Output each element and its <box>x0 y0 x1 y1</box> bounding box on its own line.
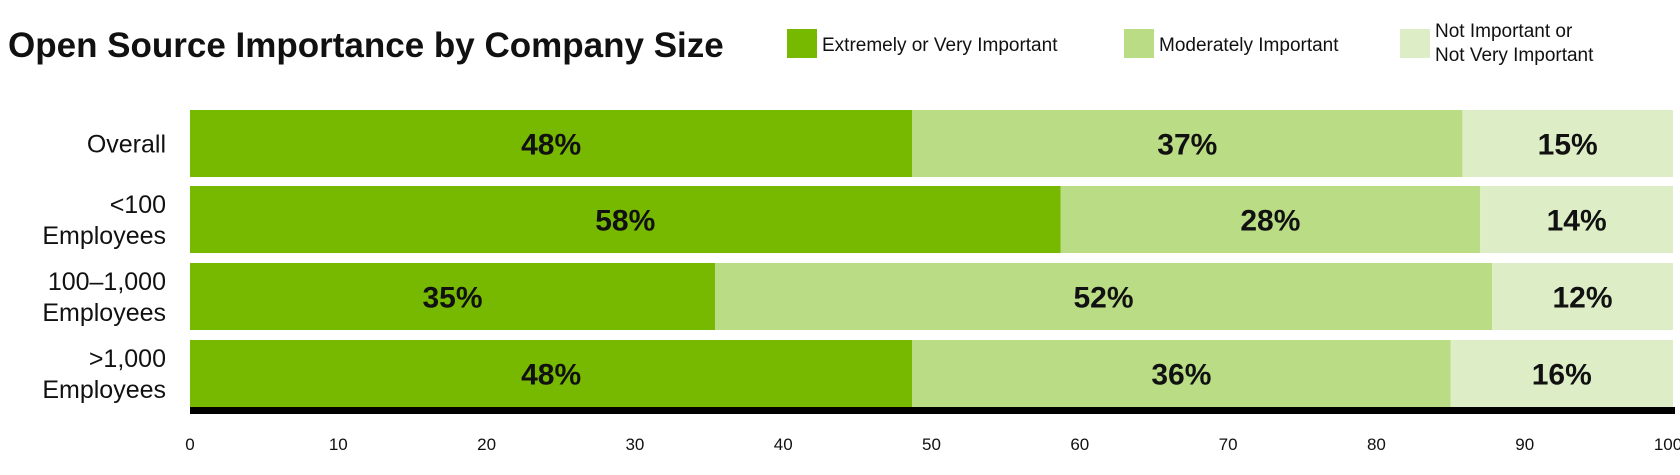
bar-value-label: 28% <box>1240 205 1300 238</box>
bar-segment <box>1462 110 1673 177</box>
bar-value-label: 48% <box>521 359 581 392</box>
bar-value-label: 12% <box>1553 282 1613 315</box>
category-label: >1,000 Employees <box>42 345 166 404</box>
x-tick-label: 80 <box>1367 435 1386 454</box>
legend-swatch-2 <box>1124 29 1154 58</box>
bar-segment <box>190 186 1061 253</box>
bar-segment <box>1492 263 1673 330</box>
legend-swatch-1 <box>787 29 817 58</box>
bar-segment <box>190 340 913 407</box>
legend: Extremely or Very Important Moderately Im… <box>787 21 1594 66</box>
bar-value-label: 52% <box>1074 282 1134 315</box>
bar-value-label: 16% <box>1532 359 1592 392</box>
legend-label-3: Not Important or Not Very Important <box>1435 21 1594 66</box>
x-tick-label: 50 <box>922 435 941 454</box>
bar-segment <box>190 263 715 330</box>
bars: 48% 37% 15% 58% 28% 14% 35% 52% 12% 48% 36% 16% <box>190 110 1673 407</box>
bar-value-label: 35% <box>422 282 482 315</box>
x-tick-label: 0 <box>185 435 194 454</box>
bar-segment <box>1450 340 1673 407</box>
x-axis-ticks: 0 10 20 30 40 50 60 70 80 90 100 <box>185 435 1680 454</box>
bar-segment <box>190 110 913 177</box>
bar-value-label: 58% <box>595 205 655 238</box>
legend-label-1: Extremely or Very Important <box>822 35 1058 56</box>
x-axis-baseline <box>190 407 1675 414</box>
bar-segment <box>912 340 1451 407</box>
x-tick-label: 100 <box>1654 435 1680 454</box>
bar-segment <box>1060 186 1481 253</box>
legend-swatch-3 <box>1400 29 1430 58</box>
x-tick-label: 20 <box>477 435 496 454</box>
legend-label-2: Moderately Important <box>1159 35 1339 56</box>
x-tick-label: 60 <box>1070 435 1089 454</box>
x-tick-label: 70 <box>1219 435 1238 454</box>
bar-value-label: 15% <box>1538 129 1598 162</box>
x-tick-label: 30 <box>625 435 644 454</box>
x-tick-label: 10 <box>329 435 348 454</box>
category-label: <100 Employees <box>42 191 166 250</box>
category-label: 100–1,000 Employees <box>42 268 166 327</box>
bar-value-label: 14% <box>1547 205 1607 238</box>
bar-value-label: 36% <box>1151 359 1211 392</box>
bar-value-label: 37% <box>1157 129 1217 162</box>
category-labels: Overall <100 Employees 100–1,000 Employees >1… <box>42 131 166 405</box>
category-label: Overall <box>87 131 166 159</box>
chart-title: Open Source Importance by Company Size <box>8 26 724 65</box>
bar-value-label: 48% <box>521 129 581 162</box>
bar-segment <box>714 263 1493 330</box>
bar-segment <box>1480 186 1673 253</box>
x-tick-label: 90 <box>1515 435 1534 454</box>
x-tick-label: 40 <box>774 435 793 454</box>
bar-segment <box>912 110 1463 177</box>
